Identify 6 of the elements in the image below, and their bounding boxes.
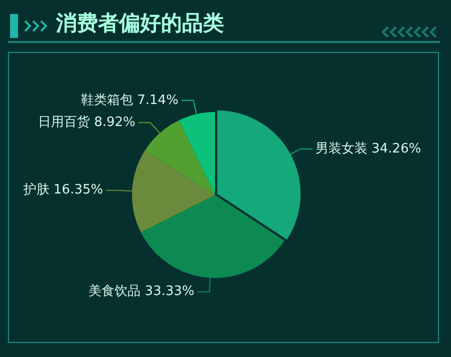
slice-label: 男装女装 34.26% xyxy=(315,141,422,156)
chart-title: 消费者偏好的品类 xyxy=(56,10,224,37)
slice-label: 美食饮品 33.33% xyxy=(88,283,194,300)
slice-label: 护肤 16.35% xyxy=(22,182,104,198)
slice-label: 鞋类箱包 7.14% xyxy=(80,92,178,108)
slice-label: 日用百货 8.92% xyxy=(38,115,136,130)
